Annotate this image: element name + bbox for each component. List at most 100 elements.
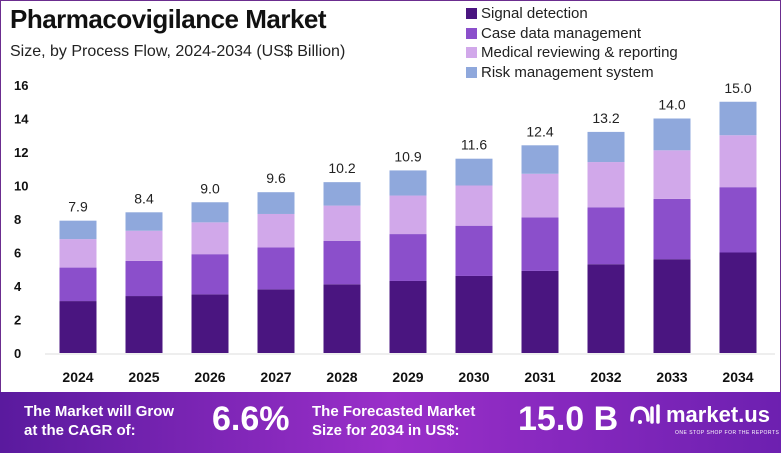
summary-banner: The Market will Grow at the CAGR of: 6.6… (0, 392, 781, 453)
cagr-label: The Market will Grow at the CAGR of: (24, 402, 174, 440)
logo-tagline: ONE STOP SHOP FOR THE REPORTS (675, 430, 780, 436)
legend-item: Case data management (466, 24, 678, 44)
bar-segment-risk-management-system (191, 202, 229, 223)
bar-total-label: 9.0 (200, 180, 220, 196)
bar-segment-risk-management-system (521, 145, 559, 174)
chart-subtitle: Size, by Process Flow, 2024-2034 (US$ Bi… (10, 43, 346, 60)
bar-segment-signal-detection (587, 264, 625, 353)
bar-segment-case-data-management (59, 267, 97, 302)
bar-segment-risk-management-system (323, 182, 361, 206)
stacked-bar-chart: 0 2 4 6 8 10 12 14 16 7.9 2024 8.4 2025 9.0 2026 9.6 202… (14, 78, 775, 385)
bar-total-label: 10.9 (394, 148, 421, 164)
x-tick-label: 2027 (260, 369, 291, 385)
y-tick-label: 4 (14, 279, 22, 294)
y-tick-label: 12 (14, 145, 28, 160)
x-tick-label: 2033 (656, 369, 687, 385)
bar-segment-case-data-management (257, 247, 295, 290)
bar-segment-signal-detection (455, 275, 493, 353)
bar-segment-risk-management-system (59, 220, 97, 240)
chart-title: Pharmacovigilance Market (10, 4, 327, 34)
bar-total-label: 11.6 (461, 137, 487, 153)
bar-segment-case-data-management (719, 187, 757, 253)
cagr-value: 6.6% (212, 400, 290, 438)
bar-segment-medical-reviewing-reporting (521, 173, 559, 218)
y-tick-label: 0 (14, 346, 21, 361)
legend-swatch (466, 66, 477, 78)
bar-segment-medical-reviewing-reporting (719, 135, 757, 188)
bar-segment-risk-management-system (653, 118, 691, 151)
legend-swatch (466, 27, 477, 39)
bar-segment-case-data-management (455, 225, 493, 276)
cagr-label-line1: The Market will Grow (24, 403, 175, 420)
bar-segment-risk-management-system (587, 131, 625, 163)
bar-segment-signal-detection (719, 252, 757, 353)
bar-total-label: 8.4 (134, 190, 154, 206)
legend: Signal detection Case data management Medi… (466, 4, 678, 82)
x-tick-label: 2026 (194, 369, 225, 385)
x-tick-label: 2034 (722, 369, 753, 385)
bar-segment-medical-reviewing-reporting (191, 222, 229, 255)
bar-segment-case-data-management (521, 217, 559, 271)
bar-segment-case-data-management (653, 198, 691, 260)
legend-item: Medical reviewing & reporting (466, 43, 678, 63)
bar-segment-case-data-management (587, 207, 625, 265)
legend-item: Signal detection (466, 4, 678, 24)
bar-segment-risk-management-system (389, 170, 427, 196)
x-tick-label: 2030 (458, 369, 489, 385)
forecast-label-line2: Size for 2034 in US$: (312, 422, 460, 439)
bar-segment-signal-detection (257, 289, 295, 353)
forecast-label: The Forecasted Market Size for 2034 in U… (312, 402, 475, 440)
bar-segment-risk-management-system (125, 212, 163, 231)
y-tick-label: 6 (14, 246, 21, 261)
bar-segment-case-data-management (125, 260, 163, 297)
logo-icon (630, 404, 660, 424)
x-tick-label: 2032 (590, 369, 621, 385)
x-tick-label: 2029 (392, 369, 423, 385)
legend-swatch (466, 47, 477, 59)
bar-total-label: 15.0 (724, 80, 751, 96)
legend-item: Risk management system (466, 63, 678, 83)
bar-segment-medical-reviewing-reporting (389, 195, 427, 235)
x-tick-label: 2024 (62, 369, 93, 385)
bar-segment-medical-reviewing-reporting (323, 205, 361, 241)
y-tick-label: 16 (14, 78, 28, 93)
bar-segment-signal-detection (389, 280, 427, 353)
legend-label: Case data management (481, 24, 642, 42)
bar-total-label: 14.0 (658, 97, 685, 113)
x-tick-label: 2025 (128, 369, 159, 385)
bar-segment-signal-detection (191, 294, 229, 353)
x-tick-label: 2031 (524, 369, 555, 385)
bar-segment-medical-reviewing-reporting (59, 239, 97, 268)
bar-segment-medical-reviewing-reporting (587, 162, 625, 208)
bar-segment-medical-reviewing-reporting (455, 185, 493, 226)
bar-total-label: 12.4 (526, 123, 553, 139)
bar-total-label: 7.9 (68, 199, 88, 215)
bar-segment-medical-reviewing-reporting (653, 150, 691, 199)
bar-total-label: 10.2 (328, 160, 355, 176)
bar-segment-risk-management-system (257, 192, 295, 214)
bar-segment-signal-detection (125, 296, 163, 353)
bar-segment-case-data-management (191, 254, 229, 295)
bar-segment-case-data-management (389, 234, 427, 281)
bar-segment-medical-reviewing-reporting (125, 230, 163, 261)
bar-segment-risk-management-system (719, 101, 757, 136)
y-tick-label: 10 (14, 179, 28, 194)
x-tick-label: 2028 (326, 369, 357, 385)
bar-segment-signal-detection (59, 301, 97, 353)
bar-total-label: 13.2 (592, 110, 619, 126)
legend-label: Signal detection (481, 5, 588, 23)
bar-total-label: 9.6 (266, 170, 286, 186)
market-us-logo: market.us (628, 402, 770, 428)
logo-text: market.us (666, 402, 770, 427)
bar-segment-signal-detection (323, 284, 361, 353)
bar-segment-signal-detection (521, 270, 559, 353)
forecast-label-line1: The Forecasted Market (312, 403, 476, 420)
legend-label: Risk management system (481, 63, 654, 81)
legend-swatch (466, 8, 477, 20)
y-tick-label: 8 (14, 212, 21, 227)
forecast-value: 15.0 B (518, 400, 619, 438)
legend-label: Medical reviewing & reporting (481, 44, 678, 62)
bar-segment-case-data-management (323, 240, 361, 285)
y-tick-label: 2 (14, 313, 21, 328)
cagr-label-line2: at the CAGR of: (24, 422, 136, 439)
